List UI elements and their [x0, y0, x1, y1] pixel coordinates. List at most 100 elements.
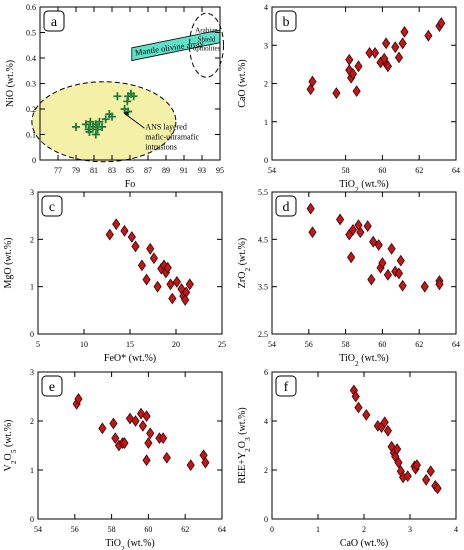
x-tick-label: 4: [454, 525, 458, 534]
annotation-arrow: [123, 112, 145, 129]
data-point: [105, 228, 114, 241]
y-tick-label: 3: [264, 41, 268, 50]
y-tick-label: 0.5: [26, 29, 36, 38]
x-tick-label: 64: [218, 525, 226, 534]
x-tick-label: 56: [71, 525, 79, 534]
y-tick-label: 6: [264, 368, 268, 377]
data-point: [363, 220, 372, 232]
panel-e: 54 56 58 60 62 64 0 1 2 3 TiO2 (wt.%) V2O5 (wt.%) e: [3, 368, 226, 550]
x-tick-label: 89: [162, 166, 170, 175]
data-point: [153, 280, 162, 293]
y-tick-label: 0.6: [26, 3, 36, 12]
y-axis-label: MgO (wt.%): [3, 237, 14, 288]
panel-c: 5 10 15 20 25 0 1 2 3 FeO* (wt.%) MgO (wt.%) c: [3, 188, 226, 364]
data-point: [347, 251, 356, 264]
data-point: [308, 226, 317, 239]
y-tick-label: 1: [30, 283, 34, 292]
axis-frame: [37, 371, 223, 520]
data-point: [201, 456, 210, 469]
x-tick-label: 62: [181, 525, 189, 534]
data-point: [168, 292, 177, 305]
data-point: [86, 117, 95, 126]
x-tick-label: 15: [126, 340, 134, 349]
x-tick-label: 58: [342, 340, 350, 349]
x-tick-label: 83: [108, 166, 116, 175]
data-point: [146, 242, 155, 255]
data-point: [137, 259, 147, 272]
data-point: [348, 68, 358, 80]
y-tick-label: 0.3: [26, 80, 36, 89]
panel-letter: f: [284, 380, 289, 395]
x-tick-label: 20: [172, 340, 180, 349]
data-point: [400, 25, 409, 38]
data-point: [398, 37, 407, 50]
data-point: [394, 267, 404, 280]
y-tick-label: 5.5: [258, 188, 268, 197]
data-point: [144, 437, 153, 449]
panel-letter-box: [275, 375, 297, 397]
data-point: [163, 261, 172, 274]
data-point: [437, 17, 446, 29]
panel-letter-box: [275, 195, 297, 217]
data-point: [362, 408, 371, 421]
y-tick-label: 3.5: [258, 283, 268, 292]
axis-frame: [271, 191, 457, 335]
data-point: [369, 235, 378, 248]
x-tick-label: 58: [108, 525, 116, 534]
data-point: [124, 107, 133, 116]
y-axis-label: CaO (wt.%): [237, 59, 248, 107]
data-point: [308, 75, 317, 88]
arrow-head: [123, 111, 129, 116]
panel-b: 54 58 60 62 64 0 1 2 3 4 TiO2 (wt.%) CaO (wt.%) b: [237, 3, 460, 194]
data-point: [374, 239, 383, 251]
data-point: [394, 456, 403, 469]
x-tick-label: 81: [90, 166, 98, 175]
data-point: [108, 112, 116, 121]
data-point: [433, 482, 442, 495]
data-point: [403, 470, 412, 483]
data-point: [74, 393, 83, 405]
data-point: [146, 427, 155, 440]
x-tick-label: 93: [198, 166, 206, 175]
data-point: [186, 459, 195, 472]
data-point: [412, 459, 421, 472]
x-tick-label: 64: [452, 340, 460, 349]
x-tick-label: 87: [144, 166, 152, 175]
data-point: [351, 390, 360, 403]
x-axis-label: TiO2 (wt.%): [339, 353, 389, 368]
data-point: [129, 92, 138, 101]
ophiolite-field: [189, 12, 224, 78]
y-tick-label: 3: [30, 188, 34, 197]
y-tick-label: 2: [30, 235, 34, 244]
panel-letter: a: [51, 15, 58, 30]
data-point: [356, 226, 365, 239]
data-point: [378, 257, 387, 269]
x-tick-label: 25: [218, 340, 226, 349]
x-tick-label: 62: [415, 340, 423, 349]
x-tick-label: 79: [72, 166, 80, 175]
x-tick-label: 60: [144, 525, 152, 534]
x-tick-label: 64: [452, 166, 460, 175]
data-point: [172, 276, 182, 288]
panel-letter-box: [43, 10, 65, 32]
data-point: [365, 46, 374, 59]
y-tick-label: 2: [264, 80, 268, 89]
data-point: [181, 294, 190, 306]
y-tick-label: 0: [30, 330, 34, 339]
x-tick-label: 3: [408, 525, 412, 534]
x-tick-label: 1: [316, 525, 320, 534]
data-point: [113, 92, 122, 101]
data-point: [120, 224, 129, 237]
data-point: [101, 115, 110, 124]
x-tick-label: 5: [36, 340, 40, 349]
data-point: [383, 268, 393, 281]
x-tick-label: 54: [268, 166, 276, 175]
panel-d: 54 56 58 60 62 64 2.5 3.5 4.5 5.5 TiO2 (wt.%) ZrO2 …: [237, 188, 460, 368]
y-tick-label: 0.1: [26, 131, 36, 140]
data-point: [98, 422, 107, 435]
data-point: [166, 278, 175, 291]
x-tick-label: 77: [54, 166, 62, 175]
data-point: [420, 280, 429, 293]
panel-letter: b: [283, 15, 290, 30]
